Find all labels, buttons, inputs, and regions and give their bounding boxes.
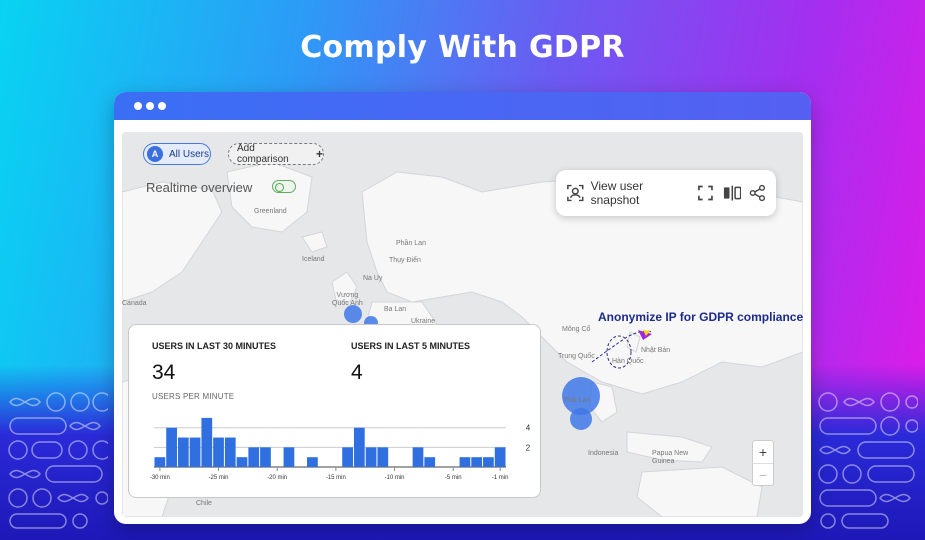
window-dot-icon[interactable] xyxy=(146,102,154,110)
user-snapshot-icon[interactable] xyxy=(566,183,585,203)
add-comparison-label: Add comparison xyxy=(237,143,289,165)
x-tick-label: -25 min xyxy=(209,475,229,481)
all-users-label: All Users xyxy=(169,148,210,160)
chart-bar[interactable] xyxy=(260,447,271,467)
map-label-chile: Chile xyxy=(196,500,212,507)
users-30-min-label: USERS IN LAST 30 MINUTES xyxy=(152,341,277,351)
add-comparison-button[interactable]: Add comparison + xyxy=(228,143,324,165)
view-user-snapshot-button[interactable]: View user snapshot xyxy=(590,179,644,207)
y-tick-label: 4 xyxy=(526,424,531,433)
zoom-out-button[interactable]: − xyxy=(753,463,773,485)
window-dot-icon[interactable] xyxy=(158,102,166,110)
compare-icon[interactable] xyxy=(723,185,742,201)
chart-bar[interactable] xyxy=(342,447,353,467)
realtime-title: Realtime overview xyxy=(146,180,253,195)
chart-bar[interactable] xyxy=(177,437,189,467)
chart-bar[interactable] xyxy=(201,417,213,467)
chart-bar[interactable] xyxy=(283,447,295,467)
x-tick-label: -5 min xyxy=(445,475,462,481)
chart-bar[interactable] xyxy=(166,427,177,467)
headline: Comply With GDPR xyxy=(300,30,625,65)
pattern-right-decoration xyxy=(818,392,918,529)
pattern-left-decoration xyxy=(8,392,108,529)
users-30-min-value: 34 xyxy=(152,361,176,384)
users-5-min-value: 4 xyxy=(351,361,363,384)
map-label-iceland: Iceland xyxy=(302,256,325,263)
map-label-phan-lan: Phần Lan xyxy=(396,240,426,247)
y-tick-label: 2 xyxy=(526,443,531,452)
segment-badge: A xyxy=(147,146,163,162)
map-label-ukraine: Ukraine xyxy=(411,318,436,325)
map-label-na-uy: Na Uy xyxy=(363,275,383,282)
map-label-mong-co: Mông Cổ xyxy=(562,326,591,333)
map-label-indonesia: Indonesia xyxy=(588,450,619,457)
x-tick-label: -30 min xyxy=(150,475,170,481)
x-tick-label: -15 min xyxy=(326,475,346,481)
map-label-greenland: Greenland xyxy=(254,208,287,215)
gdpr-annotation: Anonymize IP for GDPR compliance xyxy=(598,310,803,324)
map-label-trung-quoc: Trung Quốc xyxy=(558,353,595,360)
chart-bar[interactable] xyxy=(483,457,494,467)
users-per-minute-label: USERS PER MINUTE xyxy=(152,392,235,401)
x-tick-label: -20 min xyxy=(267,475,287,481)
share-icon[interactable] xyxy=(749,184,766,202)
plus-icon: + xyxy=(315,147,323,161)
chart-bar[interactable] xyxy=(471,457,483,467)
map-label-thai-lan: Thái Lan xyxy=(563,397,591,404)
map-label-vuong-quoc-anh: Vương Quốc Anh xyxy=(332,292,363,307)
zoom-in-button[interactable]: + xyxy=(758,444,768,460)
x-tick-label: -10 min xyxy=(385,475,405,481)
chart-bar[interactable] xyxy=(494,447,506,467)
map-zoom-control: + − xyxy=(752,440,774,486)
chart-bar[interactable] xyxy=(248,447,260,467)
chart-bar[interactable] xyxy=(377,447,389,467)
chart-bar[interactable] xyxy=(424,457,436,467)
map-label-ba-lan: Ba Lan xyxy=(384,306,407,313)
window-dot-icon[interactable] xyxy=(134,102,142,110)
all-users-chip[interactable]: A All Users xyxy=(143,143,211,165)
chart-bar[interactable] xyxy=(353,427,365,467)
users-per-minute-chart: 2 4 -30 min -25 min -20 min -15 min -10 min -5 … xyxy=(150,417,531,481)
realtime-status-toggle[interactable] xyxy=(272,180,296,193)
chart-bar[interactable] xyxy=(307,457,318,467)
chart-bar[interactable] xyxy=(412,447,424,467)
chart-bar[interactable] xyxy=(189,437,201,467)
browser-window: Greenland Iceland Phần Lan Thụy Điển Na … xyxy=(114,92,811,524)
analytics-content: Greenland Iceland Phần Lan Thụy Điển Na … xyxy=(122,132,803,517)
chart-bar[interactable] xyxy=(236,457,248,467)
map-label-nhat-ban: Nhật Bản xyxy=(641,347,671,354)
map-label-canada: Canada xyxy=(122,300,147,307)
map-label-papua: Papua New Guinea xyxy=(652,450,689,465)
x-tick-label: -1 min xyxy=(492,475,509,481)
realtime-stats-card: USERS IN LAST 30 MINUTES 34 USERS IN LAS… xyxy=(128,324,541,498)
chart-bar[interactable] xyxy=(224,437,236,467)
chart-bar[interactable] xyxy=(365,447,377,467)
window-titlebar xyxy=(114,92,811,120)
chart-bar[interactable] xyxy=(154,457,166,467)
fullscreen-icon[interactable] xyxy=(697,185,713,201)
chart-bar[interactable] xyxy=(459,457,471,467)
snapshot-toolbar: View user snapshot xyxy=(556,170,776,216)
map-label-thuy-dien: Thụy Điển xyxy=(389,257,421,264)
map-label-han-quoc: Hàn Quốc xyxy=(612,358,644,365)
users-5-min-label: USERS IN LAST 5 MINUTES xyxy=(351,341,471,351)
chart-bar[interactable] xyxy=(213,437,224,467)
